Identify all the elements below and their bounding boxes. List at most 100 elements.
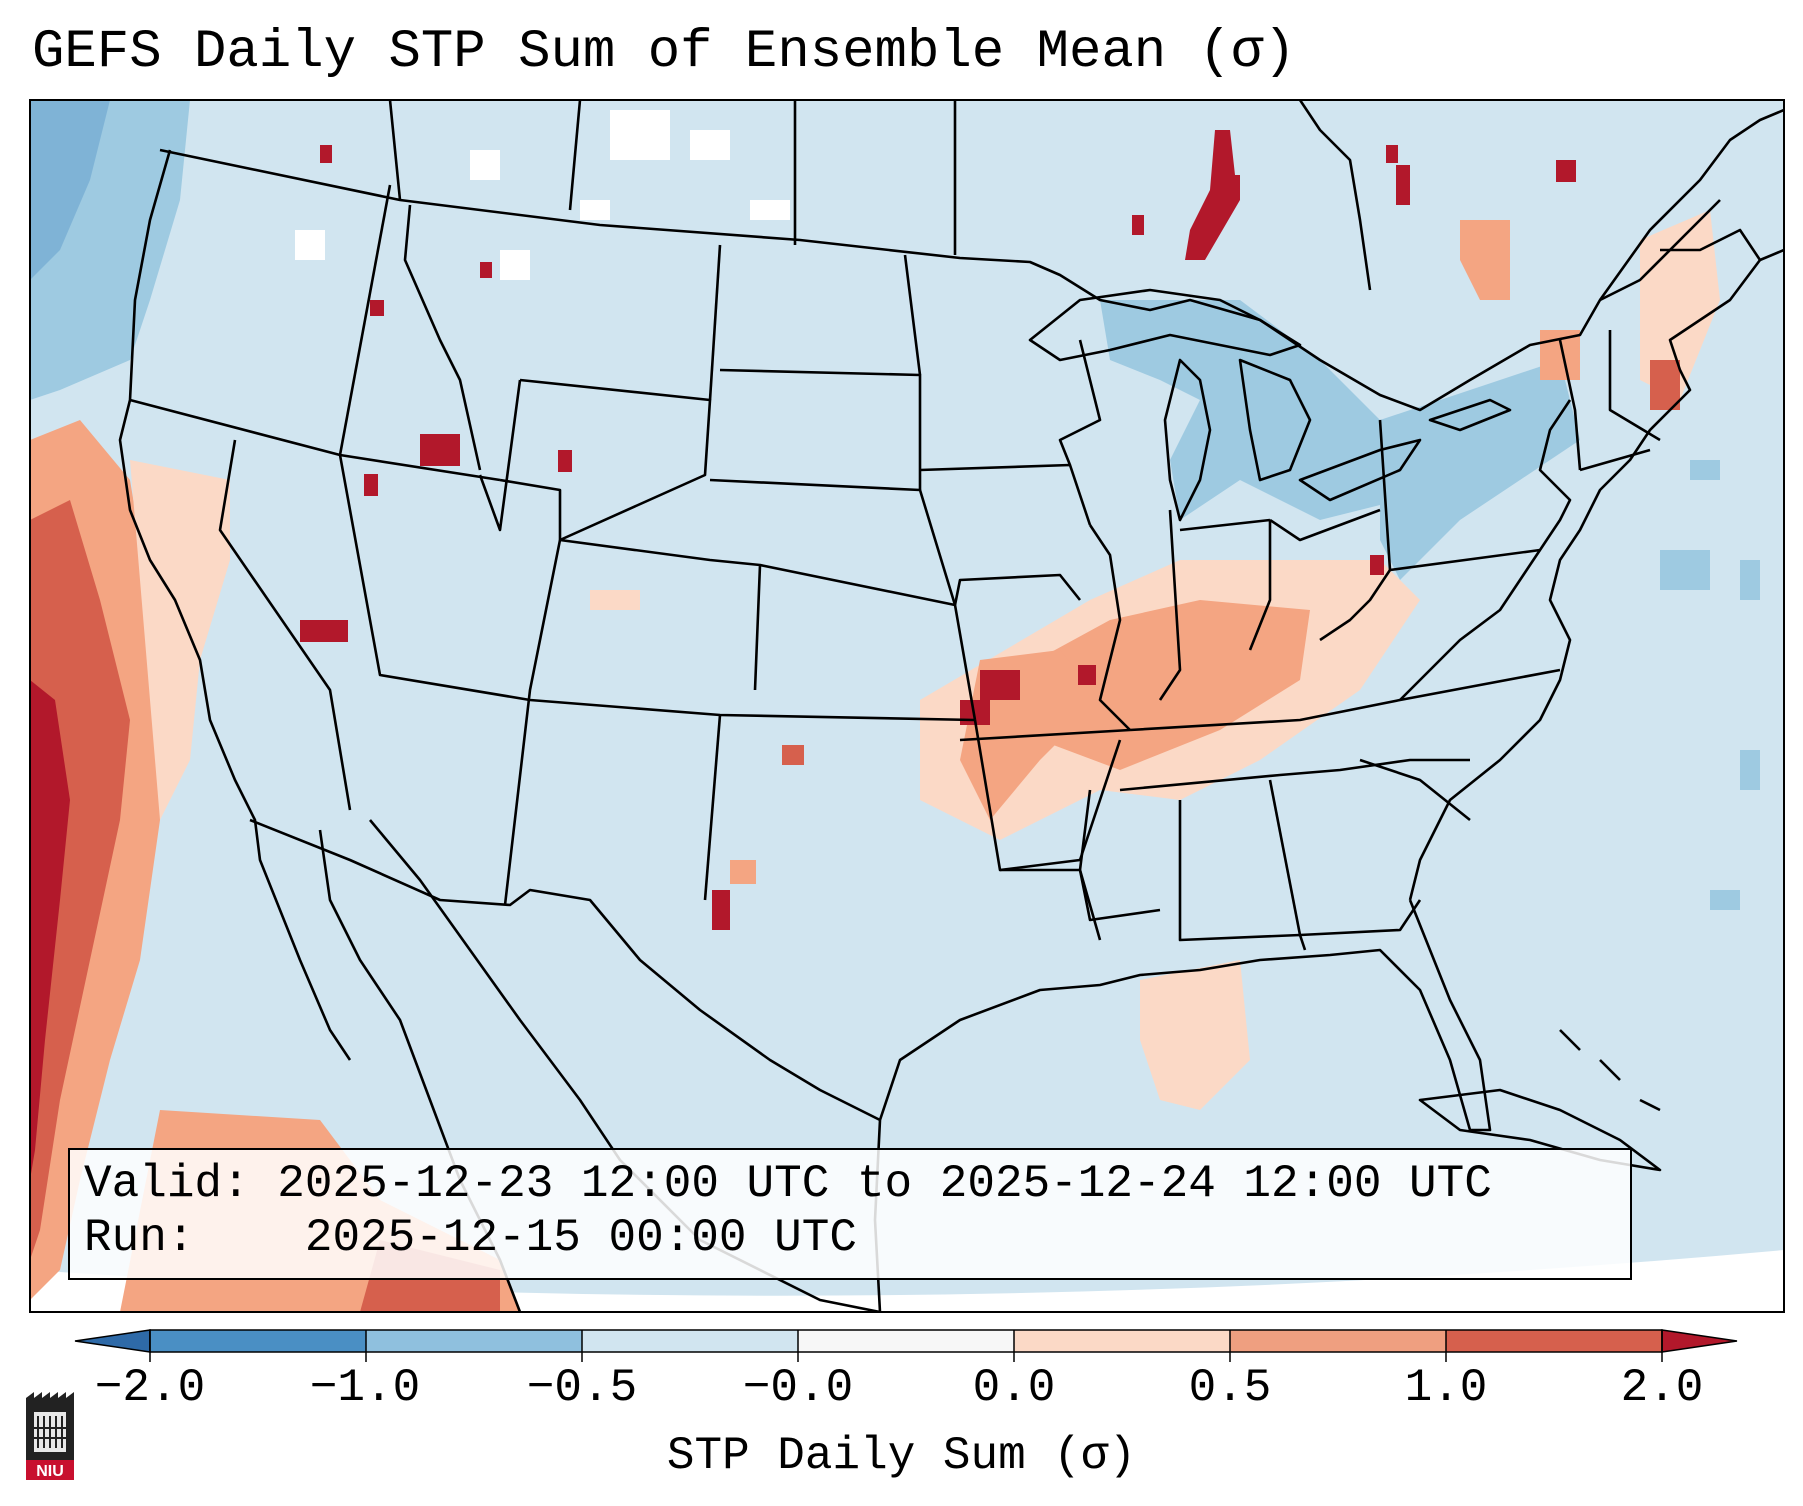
colorbar-segment: [582, 1330, 798, 1352]
canada-lake: [1298, 100, 1372, 291]
tick-label: 1.0: [1404, 1362, 1488, 1414]
state-line: [1078, 739, 1122, 861]
cell: [1386, 145, 1398, 163]
west-coastline: [118, 149, 352, 1061]
province-line: [388, 100, 402, 201]
tick-label: 0.0: [972, 1362, 1056, 1414]
tick-label: −0.5: [526, 1362, 638, 1414]
state-line: [1058, 339, 1102, 466]
state-line: [129, 398, 341, 457]
colorbar: [74, 1329, 1738, 1362]
cell: [1740, 750, 1760, 790]
state-line: [708, 244, 722, 401]
colorbar-segment: [1014, 1330, 1230, 1352]
colorbar-segment: [798, 1330, 1014, 1352]
ohio-valley-salmon: [1000, 600, 1310, 770]
westcoast-darkred-band: [30, 680, 70, 1180]
state-line: [338, 184, 392, 456]
quebec-coast: [1598, 108, 1784, 301]
state-line: [1269, 508, 1381, 542]
state-line: [1608, 330, 1661, 442]
bahamas: [1559, 1029, 1661, 1112]
map-frame: [29, 99, 1785, 1313]
state-line: [1000, 868, 1161, 922]
state-line: [1179, 518, 1271, 532]
westcoast-red-band: [30, 500, 130, 1260]
state-line: [519, 378, 712, 542]
westcoast-peach-fringe: [130, 460, 230, 820]
run-value: 2025-12-15 00:00 UTC: [304, 1212, 857, 1264]
state-line: [1119, 758, 1470, 792]
cell: [370, 300, 384, 316]
state-line: [703, 714, 722, 901]
state-line: [218, 439, 352, 811]
state-line: [953, 573, 1082, 606]
white-cell: [610, 110, 670, 160]
colorbar-extend-low: [74, 1329, 151, 1353]
gulf-coastline: [873, 899, 1492, 1312]
colorbar-segment: [366, 1330, 582, 1352]
state-line: [959, 728, 1131, 742]
state-line: [1579, 448, 1651, 472]
lake-huron: [1238, 358, 1312, 482]
cell: [590, 590, 640, 610]
lake-superior: [1028, 288, 1302, 362]
mexico-coastline: [369, 819, 881, 1312]
lake-ontario: [1428, 398, 1512, 432]
white-cell: [580, 200, 610, 220]
colorbar-label: STP Daily Sum (σ): [666, 1430, 1137, 1482]
atlantic-coastline: [1408, 259, 1762, 901]
us-mexico-border: [249, 818, 881, 1122]
maritimes: [1660, 228, 1784, 262]
map-background: [30, 100, 1784, 1312]
state-line: [403, 204, 482, 471]
state-line: [1359, 758, 1471, 822]
gulf-positive: [1140, 960, 1250, 1110]
cell: [1690, 460, 1720, 480]
white-cell: [750, 200, 790, 220]
state-line: [1248, 520, 1272, 651]
white-cell: [690, 130, 730, 160]
valid-line: Valid: 2025-12-23 12:00 UTC to 2025-12-2…: [84, 1158, 1492, 1210]
state-line: [499, 478, 762, 691]
chart-title: GEFS Daily STP Sum of Ensemble Mean (σ): [32, 22, 1296, 83]
cell: [1396, 165, 1410, 205]
tick-label: −0.0: [742, 1362, 854, 1414]
valid-label: Valid:: [84, 1158, 250, 1210]
colorbar-ticks: −2.0 −1.0 −0.5 −0.0 0.0 0.5 1.0 2.0: [0, 1362, 1803, 1422]
white-cell: [295, 230, 325, 260]
newengland-red: [1650, 360, 1680, 410]
state-line: [1299, 899, 1422, 937]
cell: [1078, 665, 1096, 685]
tick-label: −1.0: [309, 1362, 421, 1414]
cell: [712, 890, 730, 930]
newengland-positive: [1640, 210, 1720, 400]
info-box: Valid: 2025-12-23 12:00 UTC to 2025-12-2…: [68, 1148, 1632, 1280]
state-line: [1268, 779, 1302, 936]
northeast-negative: [1380, 360, 1580, 580]
colorbar-segment: [1446, 1330, 1662, 1352]
cuba-outline: [1418, 1088, 1662, 1172]
state-line: [1129, 668, 1561, 732]
map-boundaries: [118, 100, 1784, 1312]
state-line: [503, 539, 562, 906]
cell: [1660, 550, 1710, 590]
quebec-positive: [1460, 220, 1510, 300]
missouri-red-cell: [980, 670, 1020, 700]
state-line: [1178, 800, 1307, 951]
pacific-negative-core: [30, 100, 110, 280]
cell: [1370, 555, 1384, 575]
run-line: Run: 2025-12-15 00:00 UTC: [84, 1212, 857, 1264]
cell: [782, 745, 804, 765]
cell: [730, 860, 756, 884]
cell: [1556, 160, 1576, 182]
cell: [558, 450, 572, 472]
state-line: [903, 254, 922, 376]
cell: [1740, 560, 1760, 600]
state-line: [1158, 509, 1182, 701]
state-line: [1399, 549, 1542, 701]
colorbar-extend-high: [1661, 1329, 1738, 1353]
state-line: [1558, 339, 1582, 471]
white-cell: [470, 150, 500, 180]
